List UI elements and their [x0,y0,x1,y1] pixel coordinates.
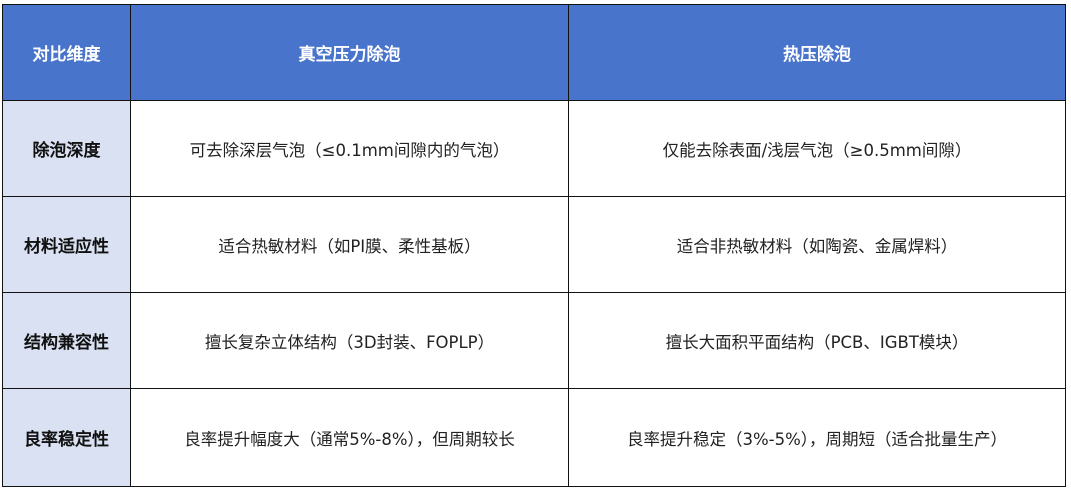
header-vacuum: 真空压力除泡 [130,4,569,101]
header-dimension: 对比维度 [2,4,131,101]
header-row: 对比维度 真空压力除泡 热压除泡 [2,4,1066,101]
table-row: 除泡深度 可去除深层气泡（≤0.1mm间隙内的气泡） 仅能去除表面/浅层气泡（≥… [2,100,1066,197]
row-hot-press: 适合非热敏材料（如陶瓷、金属焊料） [568,196,1066,293]
table-row: 材料适应性 适合热敏材料（如PI膜、柔性基板） 适合非热敏材料（如陶瓷、金属焊料… [2,196,1066,293]
row-dimension: 结构兼容性 [2,292,131,389]
row-dimension: 良率稳定性 [2,388,131,487]
header-hot-press: 热压除泡 [568,4,1066,101]
row-vacuum: 适合热敏材料（如PI膜、柔性基板） [130,196,569,293]
row-hot-press: 仅能去除表面/浅层气泡（≥0.5mm间隙） [568,100,1066,197]
row-hot-press: 擅长大面积平面结构（PCB、IGBT模块） [568,292,1066,389]
row-hot-press: 良率提升稳定（3%-5%），周期短（适合批量生产） [568,388,1066,487]
row-dimension: 材料适应性 [2,196,131,293]
table-row: 良率稳定性 良率提升幅度大（通常5%-8%），但周期较长 良率提升稳定（3%-5… [2,388,1066,487]
row-vacuum: 良率提升幅度大（通常5%-8%），但周期较长 [130,388,569,487]
row-vacuum: 擅长复杂立体结构（3D封装、FOPLP） [130,292,569,389]
row-dimension: 除泡深度 [2,100,131,197]
comparison-table: 对比维度 真空压力除泡 热压除泡 除泡深度 可去除深层气泡（≤0.1mm间隙内的… [2,4,1066,487]
row-vacuum: 可去除深层气泡（≤0.1mm间隙内的气泡） [130,100,569,197]
table-row: 结构兼容性 擅长复杂立体结构（3D封装、FOPLP） 擅长大面积平面结构（PCB… [2,292,1066,389]
